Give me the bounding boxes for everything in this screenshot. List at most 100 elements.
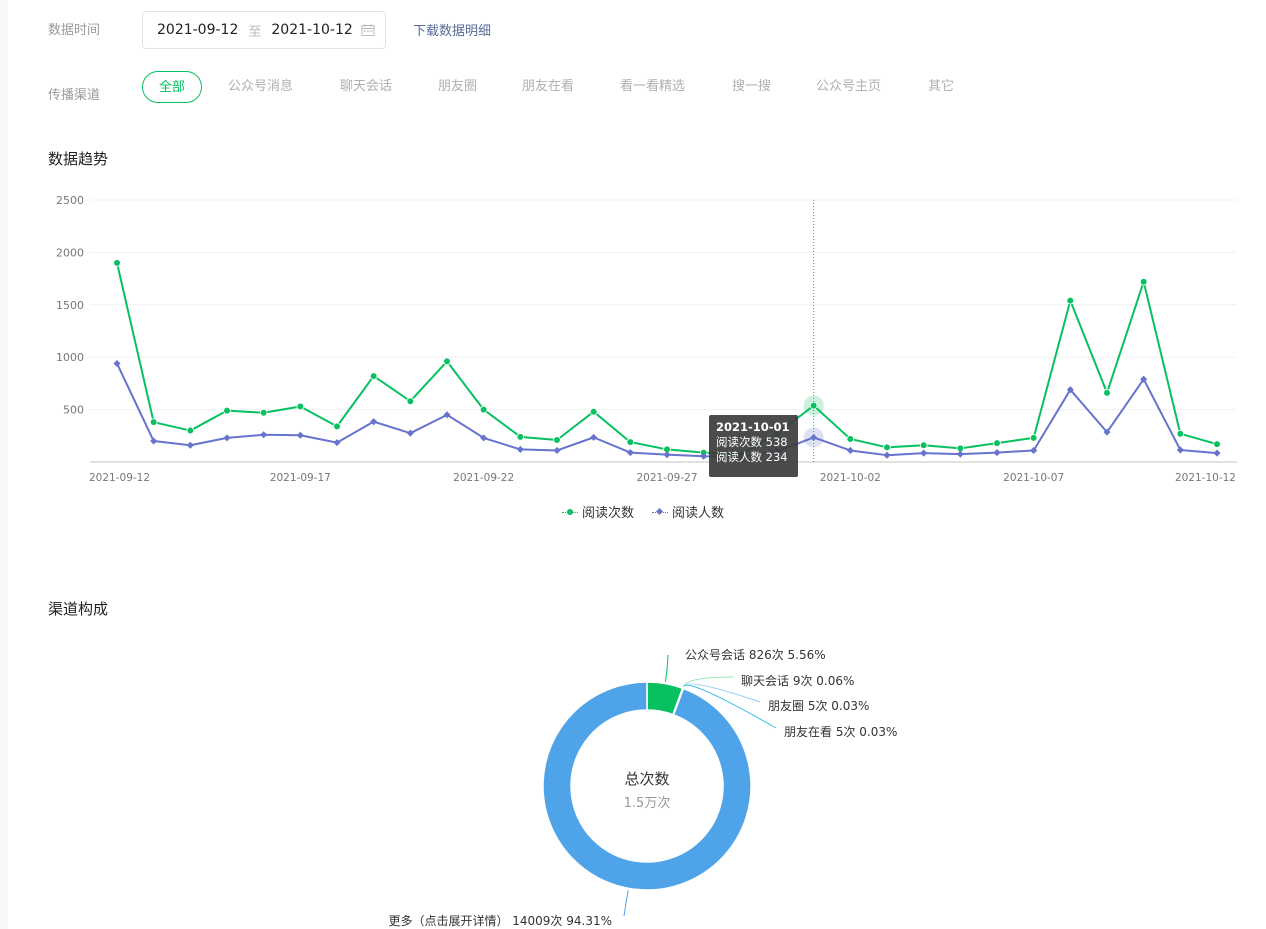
left-rail — [0, 0, 8, 929]
legend-item-reads[interactable]: 阅读次数 — [562, 502, 634, 521]
series-line-0 — [116, 262, 1218, 456]
data-point-readers — [883, 451, 891, 459]
slice-label: 朋友圈 5次 0.03% — [768, 699, 869, 713]
tab-search[interactable]: 搜一搜 — [732, 79, 772, 94]
data-point-readers — [113, 359, 121, 368]
x-tick-label: 2021-10-12 — [1175, 472, 1236, 484]
data-point-readers — [626, 449, 634, 457]
data-point-readers — [150, 437, 158, 445]
data-point-reads — [406, 397, 415, 406]
data-point-reads — [883, 443, 891, 452]
date-separator: 至 — [248, 24, 262, 40]
tooltip-date: 2021-10-01 — [716, 420, 790, 434]
data-point-reads — [186, 426, 195, 435]
chart-legend: 阅读次数 阅读人数 — [562, 502, 724, 521]
data-point-reads — [333, 422, 341, 431]
data-point-reads — [553, 436, 561, 444]
data-point-reads — [626, 438, 635, 446]
leader-line — [623, 890, 629, 917]
x-tick-label: 2021-09-12 — [89, 472, 150, 484]
trend-chart[interactable]: 2500 2000 1500 1000 500 2021-09-12 2021-09-17 2… — [0, 180, 1266, 490]
legend-item-readers[interactable]: 阅读人数 — [652, 502, 724, 521]
data-point-reads — [809, 401, 818, 410]
data-point-reads — [1103, 389, 1111, 397]
data-point-readers — [333, 439, 341, 447]
data-point-readers — [186, 441, 194, 449]
y-tick-label: 2000 — [56, 246, 84, 259]
data-point-reads — [846, 435, 855, 443]
data-point-readers — [846, 446, 854, 455]
data-point-reads — [1029, 434, 1038, 442]
data-point-readers — [1176, 446, 1184, 454]
y-tick-label: 2500 — [56, 194, 84, 207]
data-point-reads — [993, 439, 1001, 447]
tab-official-message[interactable]: 公众号消息 — [228, 79, 294, 94]
tab-profile-page[interactable]: 公众号主页 — [816, 79, 882, 94]
tab-moments[interactable]: 朋友圈 — [438, 79, 478, 94]
tab-other[interactable]: 其它 — [928, 79, 955, 94]
slice-label: 更多（点击展开详情） 14009次 94.31% — [388, 913, 612, 928]
composition-title: 渠道构成 — [48, 600, 109, 618]
data-point-reads — [369, 372, 378, 380]
data-point-readers — [1213, 449, 1221, 457]
donut-slice — [542, 681, 752, 891]
data-point-readers — [700, 452, 708, 460]
data-point-readers — [480, 434, 488, 442]
data-point-readers — [443, 411, 451, 419]
slice-label: 聊天会话 9次 0.06% — [741, 674, 854, 688]
date-range-picker[interactable]: 2021-09-12 至 2021-10-12 — [142, 11, 386, 49]
donut-center-value: 1.5万次 — [624, 795, 671, 811]
tooltip-read-count: 阅读次数 538 — [716, 435, 788, 449]
data-point-reads — [296, 402, 305, 411]
leader-line — [683, 684, 777, 729]
x-tick-label: 2021-09-22 — [453, 472, 514, 484]
slice-label: 朋友在看 5次 0.03% — [784, 725, 897, 739]
data-point-readers — [406, 429, 414, 437]
download-details-link[interactable]: 下载数据明细 — [413, 24, 492, 39]
data-point-readers — [993, 449, 1001, 457]
channel-label: 传播渠道 — [48, 88, 101, 103]
data-point-reads — [1066, 296, 1075, 305]
tab-top-stories[interactable]: 看一看精选 — [620, 79, 686, 94]
trend-title: 数据趋势 — [48, 150, 109, 168]
date-end[interactable]: 2021-10-12 — [271, 22, 353, 38]
y-tick-label: 1500 — [56, 299, 84, 312]
donut-center-title: 总次数 — [624, 770, 669, 788]
channel-donut-chart[interactable]: 公众号会话 826次 5.56% 聊天会话 9次 0.06% 朋友圈 5次 0.03… — [0, 630, 1266, 929]
tab-all[interactable]: 全部 — [142, 71, 202, 103]
legend-marker-readers — [652, 507, 669, 516]
data-point-reads — [516, 433, 525, 441]
data-point-readers — [553, 446, 561, 455]
legend-label-reads: 阅读次数 — [582, 506, 635, 521]
tab-friends-watching[interactable]: 朋友在看 — [522, 79, 575, 94]
legend-marker-reads — [562, 508, 578, 516]
y-tick-label: 1000 — [56, 351, 84, 364]
data-point-readers — [920, 449, 928, 457]
data-point-reads — [259, 408, 268, 417]
leader-line — [683, 676, 734, 687]
data-point-reads — [113, 259, 121, 267]
data-point-readers — [370, 418, 378, 426]
time-label: 数据时间 — [48, 23, 101, 38]
data-point-reads — [479, 405, 488, 414]
x-tick-label: 2021-10-02 — [820, 472, 881, 484]
data-point-readers — [810, 433, 818, 442]
tab-chat[interactable]: 聊天会话 — [340, 79, 393, 94]
x-tick-label: 2021-10-07 — [1003, 472, 1064, 484]
data-point-readers — [956, 450, 964, 458]
data-point-reads — [589, 407, 598, 416]
y-tick-label: 500 — [63, 404, 84, 417]
data-point-readers — [663, 451, 671, 459]
data-point-reads — [1213, 440, 1221, 448]
data-point-readers — [516, 445, 524, 453]
calendar-icon[interactable] — [361, 23, 375, 37]
data-point-reads — [1176, 429, 1185, 438]
data-point-reads — [443, 357, 451, 366]
slice-label: 公众号会话 826次 5.56% — [685, 648, 826, 662]
date-start[interactable]: 2021-09-12 — [157, 22, 239, 38]
data-point-readers — [296, 431, 304, 439]
data-point-readers — [223, 434, 231, 442]
data-point-reads — [223, 406, 231, 415]
x-tick-label: 2021-09-17 — [270, 472, 331, 484]
chart-tooltip: 2021-10-01 阅读次数 538 阅读人数 234 — [709, 415, 798, 477]
